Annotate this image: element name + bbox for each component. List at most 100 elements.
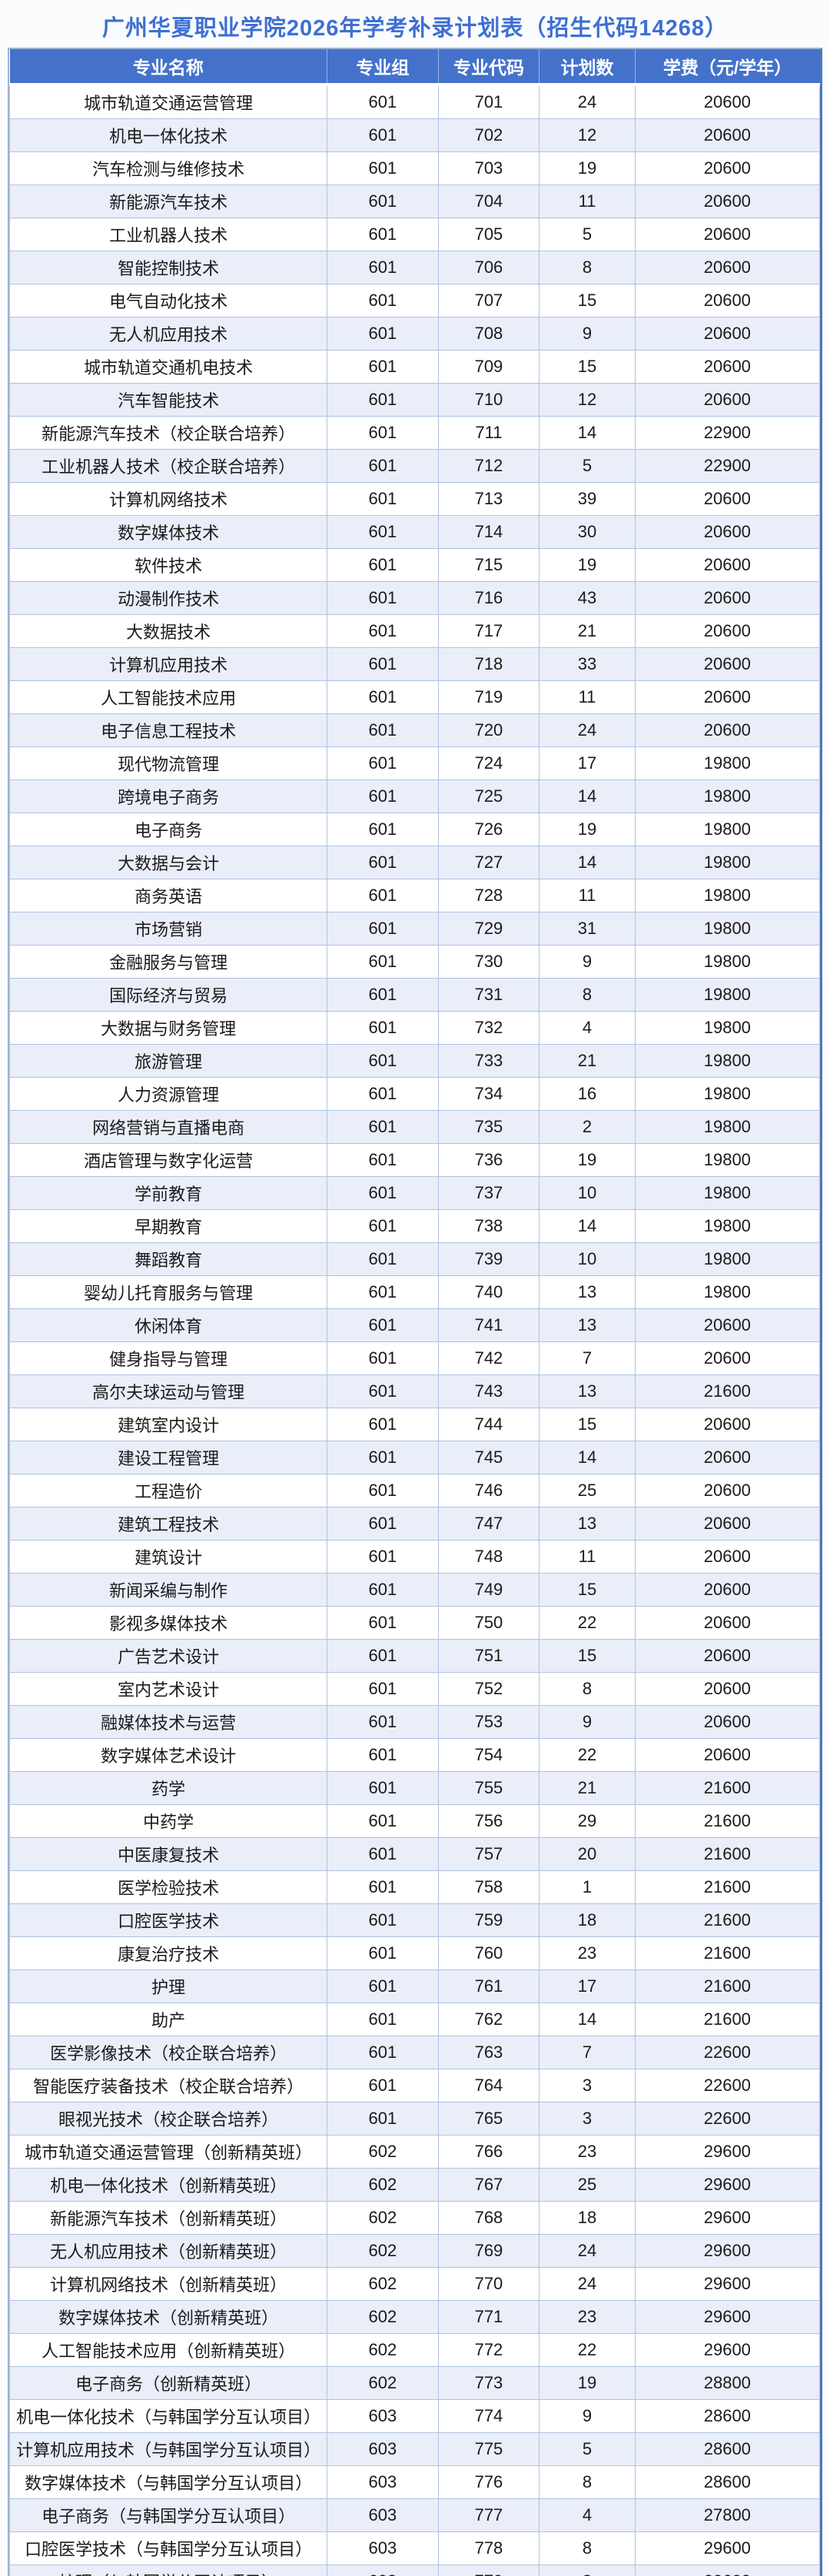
code-cell: 735 [437, 1110, 540, 1144]
code-cell: 713 [437, 482, 540, 516]
code-cell: 730 [437, 945, 540, 979]
table-row: 广告艺术设计 601 751 15 20600 [8, 1639, 821, 1673]
plan-count-cell: 5 [539, 449, 636, 483]
plan-count-cell: 23 [539, 1936, 636, 1970]
major-name-cell: 高尔夫球运动与管理 [8, 1374, 328, 1408]
group-cell: 601 [327, 151, 439, 185]
plan-count-cell: 8 [539, 2564, 636, 2576]
table-row: 婴幼儿托育服务与管理 601 740 13 19800 [8, 1275, 821, 1309]
plan-count-cell: 10 [539, 1176, 636, 1210]
code-cell: 716 [437, 581, 540, 615]
tuition-cell: 22900 [634, 449, 821, 483]
plan-count-cell: 13 [539, 1275, 636, 1309]
major-name-cell: 机电一体化技术（创新精英班） [8, 2168, 328, 2202]
major-name-cell: 人力资源管理 [8, 1077, 328, 1111]
tuition-cell: 22600 [634, 2069, 821, 2102]
major-name-cell: 新闻采编与制作 [8, 1573, 328, 1607]
tuition-cell: 20600 [634, 581, 821, 615]
plan-count-cell: 14 [539, 846, 636, 879]
table-row: 金融服务与管理 601 730 9 19800 [8, 945, 821, 979]
major-name-cell: 金融服务与管理 [8, 945, 328, 979]
plan-count-cell: 11 [539, 879, 636, 912]
plan-count-cell: 8 [539, 251, 636, 284]
table-row: 口腔医学技术（与韩国学分互认项目） 603 778 8 29600 [8, 2531, 821, 2565]
major-name-cell: 医学影像技术（校企联合培养） [8, 2036, 328, 2069]
major-name-cell: 影视多媒体技术 [8, 1606, 328, 1640]
group-cell: 603 [327, 2498, 439, 2532]
tuition-cell: 20600 [634, 1540, 821, 1574]
table-row: 医学检验技术 601 758 1 21600 [8, 1870, 821, 1904]
group-cell: 601 [327, 515, 439, 549]
group-cell: 601 [327, 1441, 439, 1474]
plan-count-cell: 14 [539, 1441, 636, 1474]
plan-count-cell: 14 [539, 2003, 636, 2036]
group-cell: 601 [327, 2069, 439, 2102]
tuition-cell: 19800 [634, 945, 821, 979]
tuition-cell: 20600 [634, 1308, 821, 1342]
code-cell: 746 [437, 1474, 540, 1507]
plan-count-cell: 15 [539, 284, 636, 317]
plan-count-cell: 24 [539, 2267, 636, 2301]
tuition-cell: 19800 [634, 1011, 821, 1045]
tuition-cell: 20600 [634, 83, 821, 119]
table-row: 数字媒体技术（与韩国学分互认项目） 603 776 8 28600 [8, 2465, 821, 2499]
major-name-cell: 药学 [8, 1771, 328, 1805]
plan-count-cell: 15 [539, 1408, 636, 1441]
tuition-cell: 19800 [634, 1242, 821, 1276]
code-cell: 772 [437, 2333, 540, 2367]
code-cell: 766 [437, 2135, 540, 2169]
code-cell: 733 [437, 1044, 540, 1078]
major-name-cell: 建筑设计 [8, 1540, 328, 1574]
plan-count-cell: 31 [539, 912, 636, 946]
major-name-cell: 康复治疗技术 [8, 1936, 328, 1970]
code-cell: 740 [437, 1275, 540, 1309]
table-row: 新能源汽车技术（校企联合培养） 601 711 14 22900 [8, 416, 821, 450]
major-name-cell: 国际经济与贸易 [8, 978, 328, 1012]
table-row: 人力资源管理 601 734 16 19800 [8, 1077, 821, 1111]
group-cell: 603 [327, 2531, 439, 2565]
group-cell: 601 [327, 218, 439, 251]
group-cell: 601 [327, 1705, 439, 1739]
major-name-cell: 休闲体育 [8, 1308, 328, 1342]
plan-count-cell: 25 [539, 1474, 636, 1507]
tuition-cell: 29600 [634, 2201, 821, 2235]
table-body: 城市轨道交通运营管理 601 701 24 20600 机电一体化技术 601 702 12 20… [8, 83, 821, 2576]
code-cell: 745 [437, 1441, 540, 1474]
table-row: 大数据与财务管理 601 732 4 19800 [8, 1011, 821, 1045]
plan-count-cell: 9 [539, 1705, 636, 1739]
code-cell: 705 [437, 218, 540, 251]
code-cell: 776 [437, 2465, 540, 2499]
major-name-cell: 旅游管理 [8, 1044, 328, 1078]
major-name-cell: 新能源汽车技术 [8, 184, 328, 218]
plan-count-cell: 24 [539, 83, 636, 119]
major-name-cell: 护理 [8, 1969, 328, 2003]
plan-count-cell: 2 [539, 1110, 636, 1144]
code-cell: 757 [437, 1837, 540, 1871]
major-name-cell: 新能源汽车技术（校企联合培养） [8, 416, 328, 450]
major-name-cell: 人工智能技术应用 [8, 680, 328, 714]
column-header-3: 计划数 [539, 49, 636, 85]
tuition-cell: 22600 [634, 2102, 821, 2136]
table-row: 新闻采编与制作 601 749 15 20600 [8, 1573, 821, 1607]
table-row: 眼视光技术（校企联合培养） 601 765 3 22600 [8, 2102, 821, 2136]
group-cell: 601 [327, 581, 439, 615]
group-cell: 602 [327, 2366, 439, 2400]
table-row: 网络营销与直播电商 601 735 2 19800 [8, 1110, 821, 1144]
major-name-cell: 电子信息工程技术 [8, 713, 328, 747]
tuition-cell: 28600 [634, 2399, 821, 2433]
tuition-cell: 20600 [634, 680, 821, 714]
tuition-cell: 20600 [634, 614, 821, 648]
table-row: 大数据技术 601 717 21 20600 [8, 614, 821, 648]
group-cell: 601 [327, 1275, 439, 1309]
plan-count-cell: 11 [539, 1540, 636, 1574]
major-name-cell: 健身指导与管理 [8, 1341, 328, 1375]
major-name-cell: 计算机应用技术 [8, 647, 328, 681]
major-name-cell: 无人机应用技术（创新精英班） [8, 2234, 328, 2268]
tuition-cell: 20600 [634, 1672, 821, 1706]
tuition-cell: 19800 [634, 1176, 821, 1210]
group-cell: 601 [327, 1606, 439, 1640]
code-cell: 744 [437, 1408, 540, 1441]
group-cell: 602 [327, 2333, 439, 2367]
plan-count-cell: 3 [539, 2102, 636, 2136]
plan-count-cell: 14 [539, 1209, 636, 1243]
